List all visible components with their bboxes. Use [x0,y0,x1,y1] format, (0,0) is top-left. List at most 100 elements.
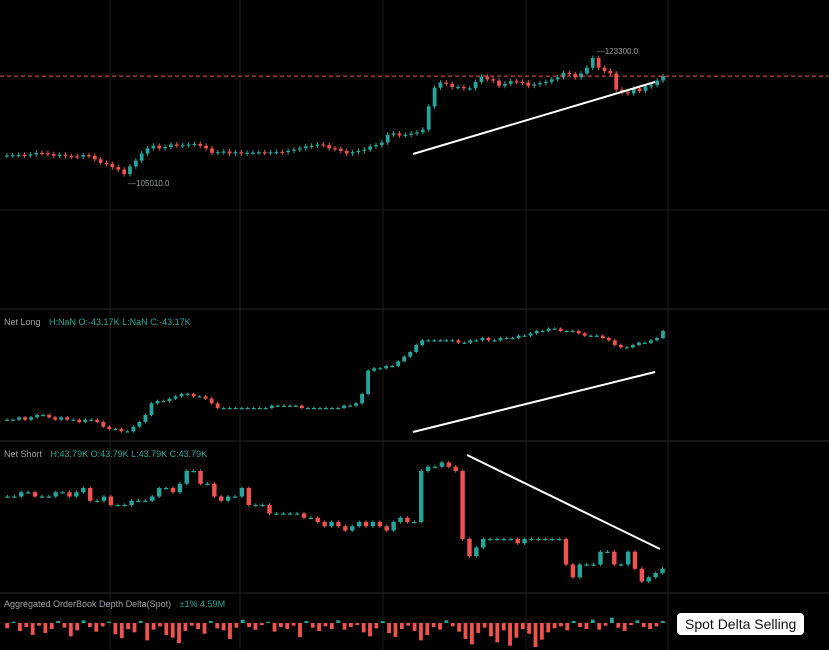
depth-delta-bar [329,623,334,629]
net-short-candle [425,466,431,471]
net-short-candle [453,466,458,471]
net-long-candle [239,408,244,410]
price-candle [356,150,361,153]
depth-delta-bar [533,623,538,647]
depth-delta-bar [629,623,633,625]
depth-delta-title: Aggregated OrderBook Depth Delta(Spot) [4,599,172,609]
net-short-candle [184,471,189,484]
net-short-candle [315,517,320,522]
net-short-candle [129,500,134,505]
net-long-candle [101,422,106,427]
depth-delta-bar [189,623,194,626]
net-long-values: H:NaN O:-43.17K L:NaN C:-43.17K [49,317,191,327]
price-candle [631,88,636,94]
net-short-title: Net Short [4,449,43,459]
price-candle [63,154,68,157]
net-long-candle [498,338,503,341]
depth-delta-bar [202,623,207,634]
price-candle [397,133,402,136]
net-long-candle [492,340,497,342]
net-long-candle [444,340,449,342]
net-long-candle [378,368,383,370]
price-candle [87,155,91,157]
price-candle [403,134,408,136]
net-short-candle [170,488,176,493]
net-short-candle [253,505,258,507]
net-short-candle [384,526,389,531]
depth-delta-bar [590,619,595,623]
depth-delta-bar [648,623,652,629]
price-candle [379,142,384,146]
price-candle [92,155,97,160]
net-long-candle [29,417,34,420]
price-candle [198,143,203,146]
net-long-candle [522,335,527,337]
depth-delta-bar [24,623,29,627]
price-candle [485,76,490,80]
net-long-candle [336,408,340,410]
net-long-candle [11,419,15,421]
net-short-candle [287,513,293,515]
price-candle [385,134,390,143]
net-short-downtrend-line [466,454,661,550]
net-short-candle [487,539,493,541]
price-candle [286,150,291,153]
net-long-candle [173,396,178,399]
net-short-candle [598,551,603,565]
price-uptrend-line [412,81,656,155]
price-candle [432,87,437,107]
net-short-candle [522,539,527,544]
net-short-candle [591,564,596,566]
depth-delta-bar [138,621,143,623]
price-candle [655,80,660,86]
depth-delta-bar [635,620,640,623]
price-candle [98,159,103,163]
price-candle [415,132,419,134]
net-long-candle [203,396,208,399]
net-short-candle [398,517,403,522]
low-price-label: —105010.0 [128,179,170,188]
price-candle [139,153,144,161]
price-candle [245,152,249,155]
net-long-candle [47,415,52,418]
depth-delta-bar [578,623,582,627]
price-candle [549,79,554,82]
depth-delta-bar [616,623,621,628]
price-candle [22,154,27,156]
net-short-candle [556,539,562,541]
depth-delta-bar [100,623,105,627]
net-long-candle [113,429,118,431]
depth-delta-bar [399,623,404,629]
net-short-candle [632,551,638,569]
price-candle [51,154,56,156]
net-short-candle [405,517,410,522]
net-short-candle [481,539,486,548]
net-short-candle [508,539,514,541]
depth-delta-bar [132,623,137,633]
price-candle [567,72,572,75]
net-long-candle [89,419,94,421]
depth-delta-bar [234,623,239,628]
net-long-candle [119,429,124,432]
price-candle [75,156,80,158]
depth-delta-bar [291,623,296,626]
net-short-candle [439,462,445,467]
price-candle [473,81,478,89]
price-candle [608,70,613,74]
depth-delta-bar [259,623,264,625]
depth-delta-bar [457,623,462,632]
depth-delta-bar [285,623,290,629]
price-candle [544,81,548,84]
price-candle [479,76,484,82]
depth-delta-bar [546,623,551,633]
price-candle [251,152,255,154]
net-short-candle [336,522,341,527]
net-short-candle [494,539,500,541]
net-long-candle [528,333,533,336]
net-short-candle [5,496,10,498]
depth-delta-bar [266,621,271,623]
depth-delta-bar [419,623,423,641]
net-short-candle [612,551,617,565]
depth-delta-bar [119,623,124,639]
price-candle [444,82,449,84]
